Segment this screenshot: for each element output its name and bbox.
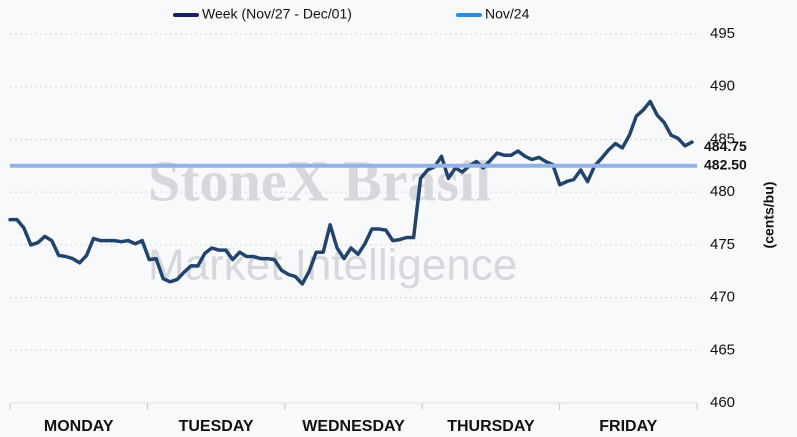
y-tick-label: 485	[710, 130, 735, 147]
line-series	[8, 99, 694, 286]
y-tick-label: 460	[710, 394, 735, 411]
y-axis-title: (cents/bu)	[761, 182, 777, 249]
y-tick-label: 480	[710, 183, 735, 200]
value-label: 484.75	[704, 138, 747, 154]
y-tick-label: 495	[710, 25, 735, 42]
x-tick-label: TUESDAY	[179, 418, 254, 435]
x-tick-label: THURSDAY	[447, 418, 535, 435]
y-tick-label: 475	[710, 236, 735, 253]
legend-label: Week (Nov/27 - Dec/01)	[202, 6, 352, 22]
y-tick-label: 470	[710, 289, 735, 306]
x-tick-label: FRIDAY	[599, 418, 657, 435]
y-tick-label: 490	[710, 78, 735, 95]
x-tick-label: MONDAY	[44, 418, 114, 435]
x-tick-label: WEDNESDAY	[302, 418, 405, 435]
legend-label: Nov/24	[485, 6, 530, 22]
y-tick-label: 465	[710, 341, 735, 358]
value-label: 482.50	[704, 156, 747, 172]
watermark: StoneX Brasil	[148, 148, 491, 213]
watermark: Market Intelligence	[148, 241, 517, 290]
